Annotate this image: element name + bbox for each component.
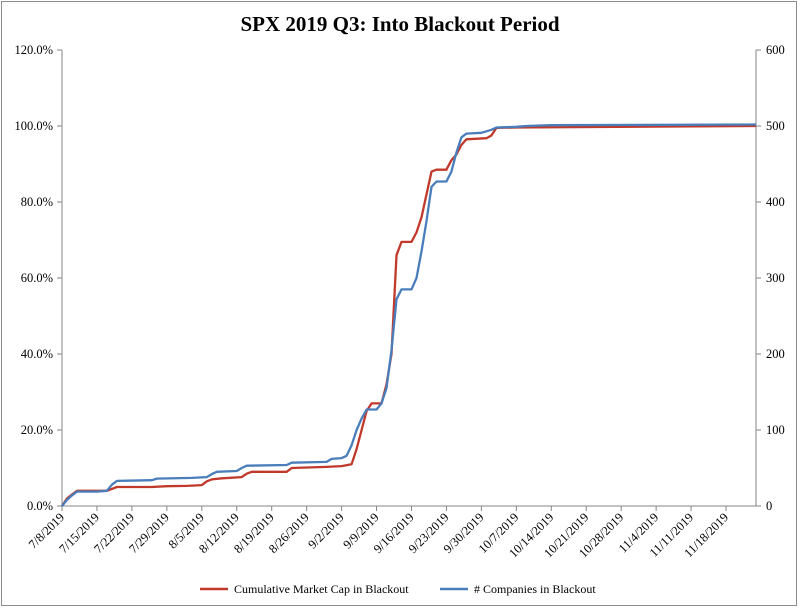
y-left-tick-label: 120.0% (14, 43, 53, 57)
legend: Cumulative Market Cap in Blackout # Compa… (200, 582, 596, 596)
chart-title: SPX 2019 Q3: Into Blackout Period (240, 12, 559, 36)
y-left-tick-label: 100.0% (14, 119, 53, 133)
y-left-tick-label: 0.0% (27, 499, 53, 513)
y-right-tick-label: 0 (766, 499, 772, 513)
y-right-tick-label: 300 (766, 271, 785, 285)
axes: 0.0% 20.0% 40.0% 60.0% 80.0% 100.0% 120.0% 0 100… (14, 43, 784, 560)
y-right-tick-label: 400 (766, 195, 785, 209)
y-right-tick-label: 500 (766, 119, 785, 133)
series-line-1 (61, 123, 757, 507)
y-right-tick-label: 200 (766, 347, 785, 361)
y-left-tick-label: 80.0% (21, 195, 53, 209)
y-right-tick-label: 600 (766, 43, 785, 57)
series-layer (61, 123, 757, 507)
y-left-tick-label: 40.0% (21, 347, 53, 361)
y-right-tick-label: 100 (766, 423, 785, 437)
series-line-0 (61, 124, 757, 507)
x-tick-label: 9/2/2019 (305, 510, 346, 551)
y-left-tick-label: 60.0% (21, 271, 53, 285)
legend-label-1: # Companies in Blackout (474, 582, 596, 596)
y-left-tick-label: 20.0% (21, 423, 53, 437)
legend-label-0: Cumulative Market Cap in Blackout (234, 582, 409, 596)
